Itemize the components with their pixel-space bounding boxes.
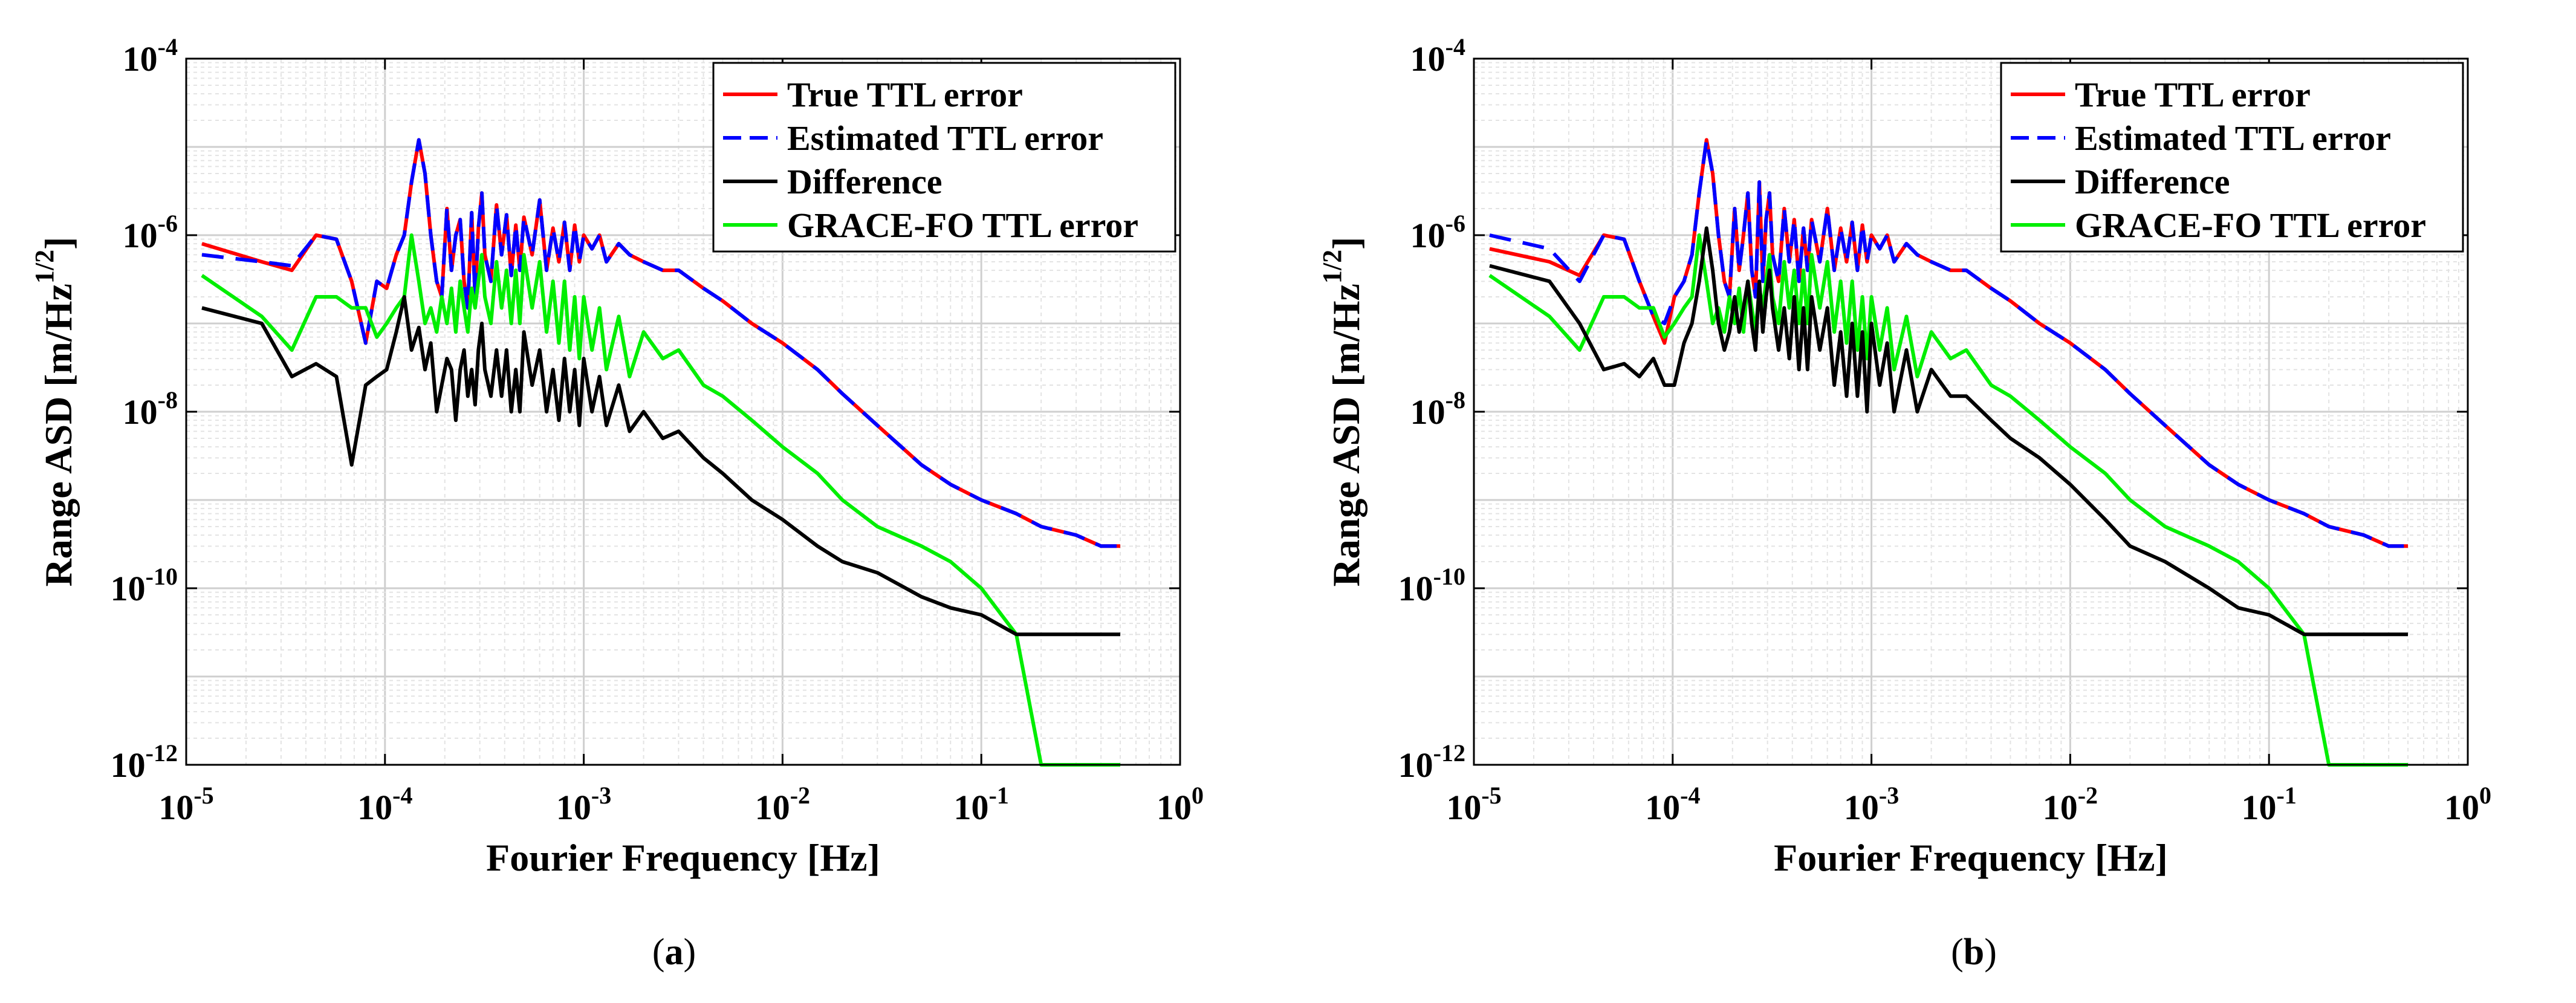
x-tick-label: 10-1 xyxy=(954,782,1009,827)
legend-entry: Difference xyxy=(2075,162,2230,201)
panel-label-a: (a) xyxy=(652,932,696,973)
series-line-estimated-ttl-error xyxy=(1489,138,2408,548)
x-tick-label: 100 xyxy=(1157,782,1204,827)
y-tick-label: 10-8 xyxy=(1410,386,1465,432)
panel-letter-b: b xyxy=(1963,932,1985,973)
x-tick-label: 10-3 xyxy=(1844,782,1899,827)
legend: True TTL error Estimated TTL error Differe… xyxy=(712,62,1176,253)
y-tick-label: 10-6 xyxy=(1410,210,1465,255)
chart-panel-a: 10-5 10-4 10-3 10-2 10-1 100 10-12 10-10 10-8 10-… xyxy=(30,33,1204,973)
grid xyxy=(185,59,1180,766)
x-tick-label: 10-4 xyxy=(357,782,412,827)
y-tick-label: 10-10 xyxy=(111,563,178,608)
y-tick-label: 10-4 xyxy=(1410,33,1465,79)
legend-entry: True TTL error xyxy=(2075,75,2311,114)
x-tick-label: 10-3 xyxy=(556,782,611,827)
legend: True TTL error Estimated TTL error Differe… xyxy=(2000,62,2464,253)
x-tick-label: 10-2 xyxy=(2043,782,2098,827)
legend-entry: Estimated TTL error xyxy=(787,118,1103,158)
y-axis-label: Range ASD [m/Hz1/2] xyxy=(1317,237,1367,587)
legend-entry: Difference xyxy=(787,162,942,201)
y-axis-label: Range ASD [m/Hz1/2] xyxy=(30,237,80,587)
x-tick-label: 10-5 xyxy=(158,782,213,827)
x-tick-label: 10-1 xyxy=(2242,782,2297,827)
panel-label-b: (b) xyxy=(1951,932,1997,973)
panel-letter-a: a xyxy=(664,932,684,973)
x-tick-label: 10-4 xyxy=(1645,782,1700,827)
chart-panel-b: 10-5 10-4 10-3 10-2 10-1 100 10-12 10-10 10-8 10-… xyxy=(1288,0,2575,1003)
y-tick-label: 10-4 xyxy=(123,33,178,79)
y-tick-label: 10-12 xyxy=(111,739,178,785)
chart-b-svg: 10-5 10-4 10-3 10-2 10-1 100 10-12 10-10 10-8 10-… xyxy=(1317,33,2491,879)
y-tick-label: 10-8 xyxy=(123,386,178,432)
series-line-estimated-ttl-error xyxy=(201,138,1120,548)
series-line-grace-fo-ttl-error xyxy=(201,233,1120,767)
legend-entry: True TTL error xyxy=(787,75,1023,114)
x-tick-label: 10-5 xyxy=(1446,782,1501,827)
y-tick-label: 10-10 xyxy=(1398,563,1465,608)
x-tick-label: 100 xyxy=(2444,782,2491,827)
legend-box xyxy=(712,62,1176,253)
legend-box xyxy=(2000,62,2464,253)
x-tick-label: 10-2 xyxy=(755,782,810,827)
legend-entry: Estimated TTL error xyxy=(2075,118,2391,158)
legend-entry: GRACE-FO TTL error xyxy=(2075,206,2426,245)
chart-a-svg: 10-5 10-4 10-3 10-2 10-1 100 10-12 10-10 10-8 10-… xyxy=(30,33,1204,879)
x-axis-label: Fourier Frequency [Hz] xyxy=(486,836,880,879)
y-tick-label: 10-12 xyxy=(1398,739,1465,785)
x-axis-label: Fourier Frequency [Hz] xyxy=(1774,836,2168,879)
y-tick-label: 10-6 xyxy=(123,210,178,255)
series-line-difference xyxy=(201,295,1120,637)
series-line-difference xyxy=(1489,226,2408,637)
legend-entry: GRACE-FO TTL error xyxy=(787,206,1138,245)
